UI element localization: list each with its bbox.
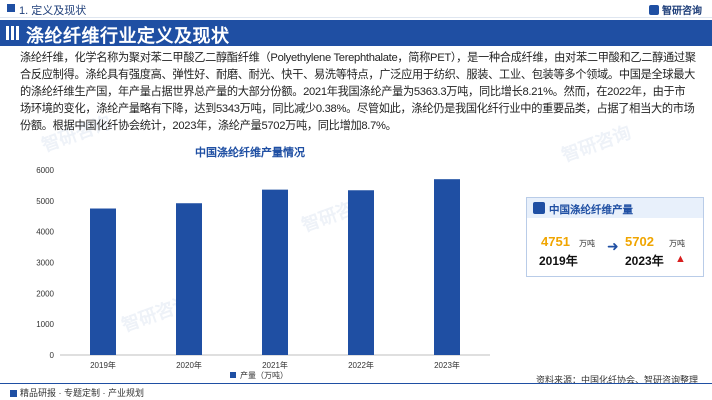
up-arrow-icon: ▲ <box>675 253 686 265</box>
y-tick-label: 4000 <box>36 228 54 237</box>
title-bar: 涤纶纤维行业定义及现状 <box>0 20 712 46</box>
x-tick-label: 2023年 <box>434 360 460 370</box>
start-value: 4751 <box>541 234 570 249</box>
y-tick-label: 2000 <box>36 289 54 298</box>
bar <box>90 208 116 355</box>
y-tick-label: 5000 <box>36 197 54 206</box>
page-title: 涤纶纤维行业定义及现状 <box>26 26 230 46</box>
legend-swatch <box>230 372 236 378</box>
brand-logo: 智研咨询 <box>649 2 702 17</box>
bar <box>434 179 460 355</box>
start-year: 2019年 <box>539 254 578 268</box>
footer: 精品研报 · 专题定制 · 产业规划 <box>10 386 144 399</box>
y-tick-label: 0 <box>50 351 55 360</box>
brand-logo-icon <box>649 5 659 15</box>
end-year: 2023年 <box>625 254 664 268</box>
summary-card-header: 中国涤纶纤维产量 <box>527 198 703 218</box>
start-unit: 万吨 <box>579 239 595 248</box>
y-tick-label: 6000 <box>36 166 54 175</box>
section-title: 1. 定义及现状 <box>19 5 87 17</box>
x-tick-label: 2019年 <box>90 360 116 370</box>
bar <box>176 203 202 355</box>
end-value: 5702 <box>625 234 654 249</box>
arrow-right-icon: ➜ <box>607 238 619 254</box>
footer-divider <box>0 383 712 384</box>
end-unit: 万吨 <box>669 239 685 248</box>
summary-card: 中国涤纶纤维产量 4751 万吨 2019年 ➜ 5702 万吨 2023年 ▲ <box>526 197 704 277</box>
stats-icon <box>533 202 545 214</box>
chart-title: 中国涤纶纤维产量情况 <box>195 147 305 159</box>
title-bars-icon <box>6 26 21 45</box>
x-tick-label: 2020年 <box>176 360 202 370</box>
source-note: 资料来源：中国化纤协会、智研咨询整理 <box>535 375 698 385</box>
bar <box>262 189 288 355</box>
section-marker-icon <box>7 4 15 12</box>
y-tick-label: 1000 <box>36 320 54 329</box>
footer-dot-icon <box>10 390 17 397</box>
summary-card-title: 中国涤纶纤维产量 <box>549 204 633 216</box>
x-tick-label: 2022年 <box>348 360 374 370</box>
legend-label: 产量（万吨） <box>240 370 288 380</box>
bar <box>348 190 374 355</box>
y-tick-label: 3000 <box>36 259 54 268</box>
brand-name: 智研咨询 <box>662 6 702 17</box>
footer-text: 精品研报 · 专题定制 · 产业规划 <box>20 388 144 398</box>
x-tick-label: 2021年 <box>262 360 288 370</box>
bar-chart: 0 1000 2000 3000 4000 5000 6000 2019年 2020年 2021年… <box>36 166 490 380</box>
intro-paragraph: 涤纶纤维，化学名称为聚对苯二甲酸乙二醇酯纤维（Polyethylene Tere… <box>20 52 696 132</box>
top-bar: 1. 定义及现状 智研咨询 <box>0 0 712 18</box>
